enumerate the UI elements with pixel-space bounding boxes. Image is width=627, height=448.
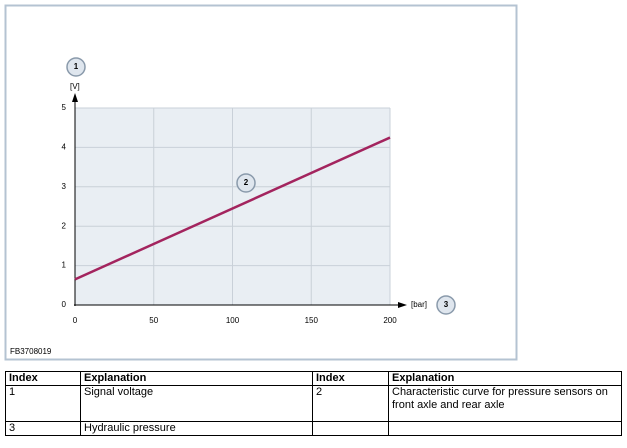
y-tick-label: 5 (62, 103, 67, 112)
callout-circle (66, 57, 86, 77)
data-line (74, 136, 391, 281)
cell: Hydraulic pressure (80, 421, 313, 436)
callout-circle (236, 173, 256, 193)
x-tick-label: 200 (383, 316, 397, 325)
x-tick-label: 50 (149, 316, 158, 325)
y-tick-label: 1 (62, 261, 67, 270)
table-row: 1 Signal voltage 2 Characteristic curve … (5, 385, 622, 422)
y-tick-label: 3 (62, 182, 67, 191)
callout: 2 (236, 173, 256, 193)
figure-code: FB3708019 (10, 347, 52, 356)
x-tick-label: 100 (226, 316, 240, 325)
cell: 1 (5, 385, 81, 422)
cell: 3 (5, 421, 81, 436)
y-axis-label: [V] (70, 82, 80, 91)
header-cell: Explanation (80, 371, 313, 386)
cell: Signal voltage (80, 385, 313, 422)
cell (388, 421, 622, 436)
y-tick-label: 4 (62, 143, 67, 152)
x-axis-arrow (398, 302, 407, 308)
y-axis-arrow (72, 93, 78, 102)
y-tick-label: 0 (62, 300, 67, 309)
x-tick-label: 150 (305, 316, 319, 325)
cell (312, 421, 389, 436)
table-row: 3 Hydraulic pressure (5, 421, 622, 436)
header-cell: Explanation (388, 371, 622, 386)
callout-circle (436, 295, 456, 315)
cell: 2 (312, 385, 389, 422)
cell: Characteristic curve for pressure sensor… (388, 385, 622, 422)
callout-text: 2 (244, 178, 249, 187)
table-header: Index Explanation Index Explanation (5, 371, 622, 386)
callout-text: 3 (444, 300, 449, 309)
x-tick-label: 0 (73, 316, 78, 325)
callout: 1 (66, 57, 86, 77)
header-cell: Index (312, 371, 389, 386)
header-cell: Index (5, 371, 81, 386)
y-tick-label: 2 (62, 221, 67, 230)
callout: 3 (436, 295, 456, 315)
callout-text: 1 (74, 62, 79, 71)
x-axis-label: [bar] (411, 300, 427, 309)
legend-table: Index Explanation Index Explanation 1 Si… (5, 371, 622, 436)
